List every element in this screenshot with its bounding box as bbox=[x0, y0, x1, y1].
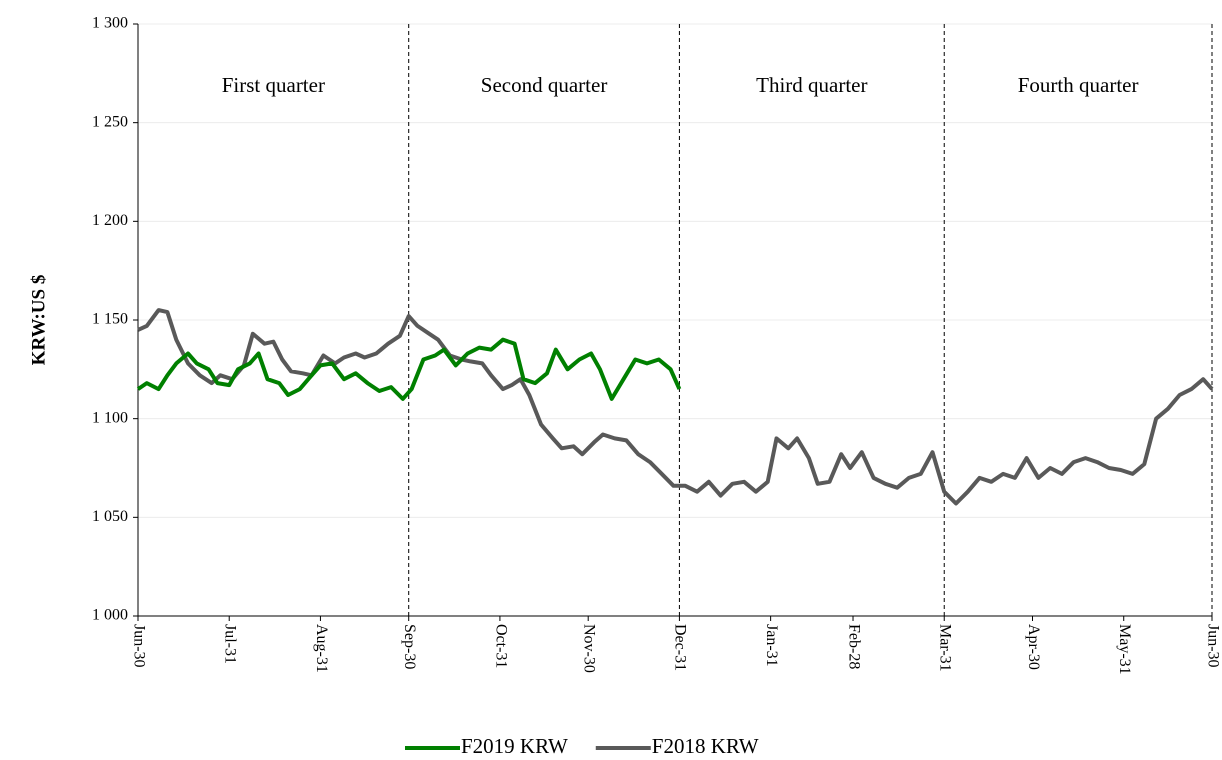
y-axis-label: KRW:US $ bbox=[28, 275, 49, 366]
legend-label: F2019 KRW bbox=[461, 734, 568, 758]
x-tick-label: Sep-30 bbox=[401, 624, 418, 669]
x-tick-label: May-31 bbox=[1116, 624, 1133, 675]
quarter-label: Second quarter bbox=[481, 73, 608, 97]
x-tick-label: Jul-31 bbox=[222, 624, 239, 664]
legend-label: F2018 KRW bbox=[652, 734, 759, 758]
y-tick-label: 1 300 bbox=[92, 15, 128, 32]
x-tick-label: Jan-31 bbox=[763, 624, 780, 667]
x-tick-label: Apr-30 bbox=[1025, 624, 1042, 670]
y-tick-label: 1 200 bbox=[92, 212, 128, 229]
x-tick-label: Feb-28 bbox=[845, 624, 862, 669]
x-tick-label: Jun-30 bbox=[130, 624, 147, 668]
quarter-label: Third quarter bbox=[756, 73, 867, 97]
x-tick-label: Jun-30 bbox=[1204, 624, 1221, 668]
x-tick-label: Dec-31 bbox=[672, 624, 689, 671]
y-tick-label: 1 250 bbox=[92, 113, 128, 130]
y-tick-label: 1 100 bbox=[92, 409, 128, 426]
quarter-label: Fourth quarter bbox=[1018, 73, 1139, 97]
x-tick-label: Aug-31 bbox=[313, 624, 330, 673]
y-tick-label: 1 150 bbox=[92, 311, 128, 328]
y-tick-label: 1 050 bbox=[92, 508, 128, 525]
quarter-label: First quarter bbox=[222, 73, 325, 97]
x-tick-label: Mar-31 bbox=[937, 624, 954, 672]
series-line bbox=[137, 308, 1214, 506]
x-tick-label: Oct-31 bbox=[492, 624, 509, 668]
y-tick-label: 1 000 bbox=[92, 607, 128, 624]
series-line bbox=[136, 337, 682, 401]
x-tick-label: Nov-30 bbox=[581, 624, 598, 673]
